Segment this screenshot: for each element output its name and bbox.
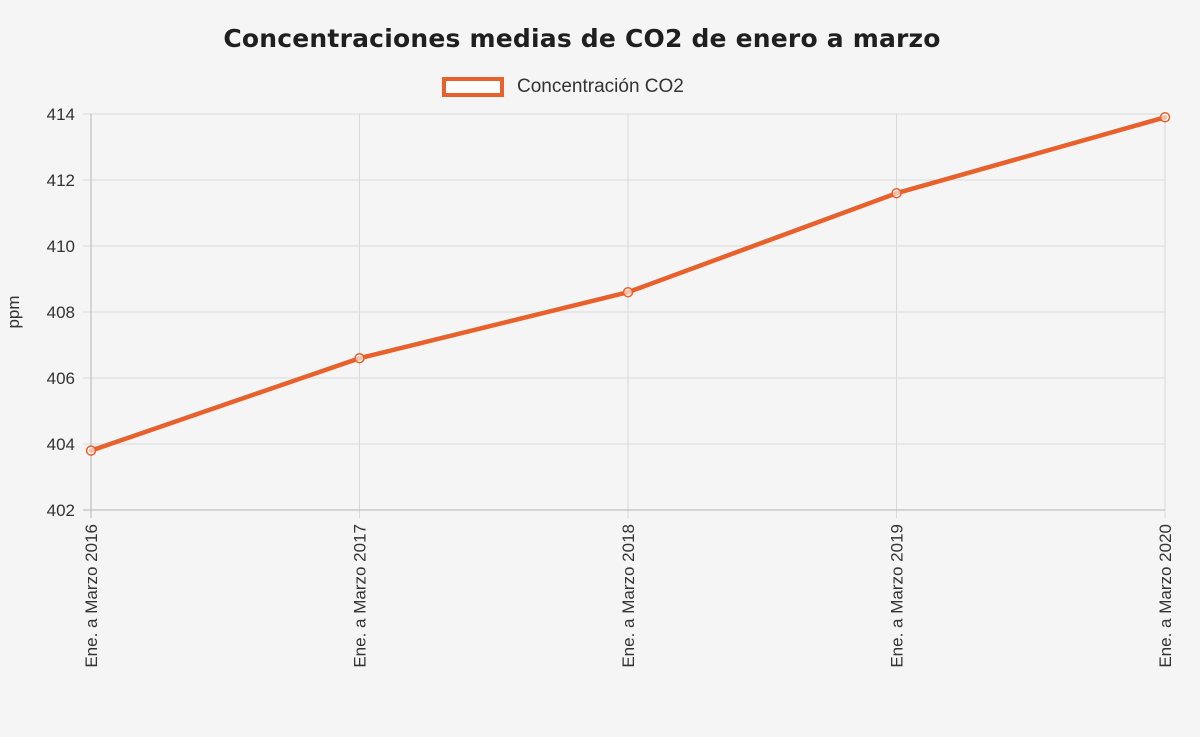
- data-point: [622, 286, 634, 298]
- y-tick-label: 412: [47, 171, 75, 190]
- y-tick-label: 404: [47, 435, 75, 454]
- data-point: [85, 445, 97, 456]
- data-point: [354, 352, 365, 364]
- x-tick-label: Ene. a Marzo 2020: [1156, 524, 1175, 668]
- x-tick-labels: Ene. a Marzo 2016 Ene. a Marzo 2017 Ene. a…: [82, 524, 1175, 668]
- series-layer: [85, 112, 1171, 456]
- legend[interactable]: Concentración CO2: [442, 74, 684, 100]
- x-tick-label: Ene. a Marzo 2019: [888, 524, 907, 668]
- data-point: [1159, 112, 1171, 123]
- legend-swatch: [442, 77, 504, 97]
- chart-title: Concentraciones medias de CO2 de enero a…: [223, 24, 941, 53]
- y-tick-label: 402: [47, 501, 75, 520]
- x-tick-label: Ene. a Marzo 2017: [351, 524, 370, 668]
- y-tick-label: 406: [47, 369, 75, 388]
- y-tick-labels: 402 404 406 408 410 412 414: [47, 105, 75, 520]
- y-tick-label: 414: [47, 105, 75, 124]
- y-tick-label: 410: [47, 237, 75, 256]
- data-point: [891, 187, 902, 199]
- axis-layer: [83, 114, 1165, 518]
- y-tick-label: 408: [47, 303, 75, 322]
- x-tick-label: Ene. a Marzo 2018: [619, 524, 638, 668]
- x-tick-label: Ene. a Marzo 2016: [82, 524, 101, 668]
- y-axis-label: ppm: [4, 295, 23, 328]
- legend-label: Concentración CO2: [517, 76, 684, 97]
- grid-layer: [83, 113, 1166, 518]
